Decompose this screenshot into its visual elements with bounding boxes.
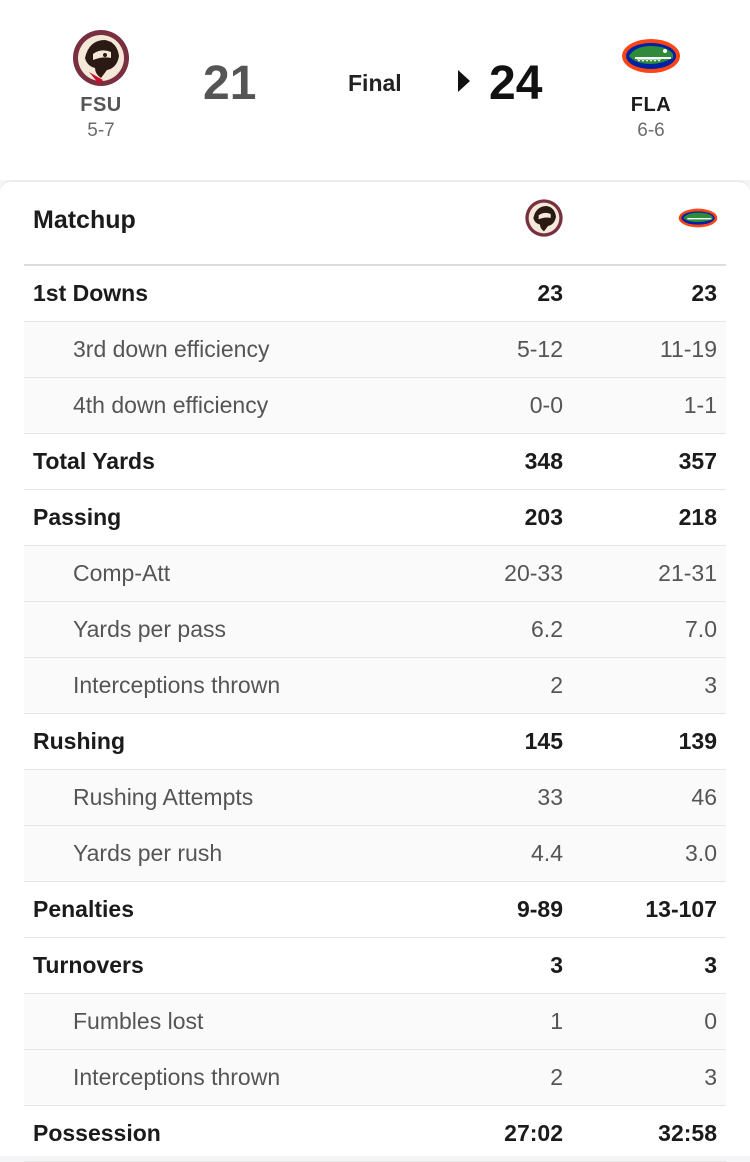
away-stat-value: 4.4 xyxy=(531,840,563,866)
stat-label: Passing xyxy=(33,504,122,530)
stat-label: Total Yards xyxy=(33,448,155,474)
stat-row: Passing 203 218 xyxy=(24,490,726,546)
home-stat-value: 357 xyxy=(678,448,717,474)
away-stat-value: 5-12 xyxy=(516,336,563,362)
stat-row: Yards per pass 6.2 7.0 xyxy=(24,602,726,658)
home-stat-value: 139 xyxy=(678,728,717,754)
away-team[interactable]: FSU 5-7 xyxy=(46,28,156,142)
matchup-header: Matchup xyxy=(0,182,750,266)
fsu-seminole-logo-icon xyxy=(73,30,129,86)
stat-row: Penalties 9-89 13-107 xyxy=(24,882,726,938)
stat-row: Possession 27:02 32:58 xyxy=(24,1106,726,1162)
stats-table: 1st Downs 23 23 3rd down efficiency 5-12 11-1… xyxy=(24,266,726,1162)
stat-label: Fumbles lost xyxy=(73,1008,204,1034)
stat-label: 4th down efficiency xyxy=(73,392,269,418)
stat-row: Turnovers 3 3 xyxy=(24,938,726,994)
away-score: 21 xyxy=(203,57,257,110)
stat-row: Rushing 145 139 xyxy=(24,714,726,770)
winner-arrow-icon xyxy=(458,70,470,92)
fsu-seminole-logo-icon xyxy=(525,199,563,237)
home-team-abbr: FLA xyxy=(630,94,672,116)
away-stat-value: 9-89 xyxy=(516,896,563,922)
home-stat-value: 46 xyxy=(691,784,717,810)
stat-row: Fumbles lost 1 0 xyxy=(24,994,726,1050)
stat-row: Interceptions thrown 2 3 xyxy=(24,658,726,714)
away-stat-value: 1 xyxy=(550,1008,563,1034)
stat-row: Yards per rush 4.4 3.0 xyxy=(24,826,726,882)
matchup-title: Matchup xyxy=(33,206,136,234)
stat-row: Total Yards 348 357 xyxy=(24,434,726,490)
home-stat-value: 11-19 xyxy=(659,336,717,362)
stat-label: Comp-Att xyxy=(73,560,171,586)
stat-label: 1st Downs xyxy=(33,280,149,306)
away-stat-value: 145 xyxy=(524,728,563,754)
home-team-record: 6-6 xyxy=(637,120,665,141)
away-stat-value: 27:02 xyxy=(504,1120,563,1146)
header-divider xyxy=(24,264,726,266)
stat-row: 3rd down efficiency 5-12 11-19 xyxy=(24,322,726,378)
stat-label: Penalties xyxy=(33,896,134,922)
stat-label: Yards per rush xyxy=(73,840,223,866)
stat-label: Yards per pass xyxy=(73,616,226,642)
home-stat-value: 21-31 xyxy=(658,560,717,586)
home-team[interactable]: FLA 6-6 xyxy=(596,28,706,142)
stat-label: Rushing xyxy=(33,728,125,754)
stat-row: Comp-Att 20-33 21-31 xyxy=(24,546,726,602)
away-stat-value: 0-0 xyxy=(529,392,563,418)
stat-row: Interceptions thrown 2 3 xyxy=(24,1050,726,1106)
florida-gator-logo-icon xyxy=(678,208,718,228)
home-stat-value: 3.0 xyxy=(685,840,717,866)
game-header: FSU 5-7 21 Final 24 FLA 6-6 xyxy=(0,0,750,180)
stat-label: Rushing Attempts xyxy=(73,784,254,810)
home-stat-value: 13-107 xyxy=(645,896,717,922)
stat-label: Possession xyxy=(33,1120,161,1146)
matchup-card: Matchup 1st Downs 23 23 3rd down efficiency… xyxy=(0,180,750,1162)
stat-label: Interceptions thrown xyxy=(73,672,281,698)
home-stat-value: 3 xyxy=(704,952,717,978)
away-team-record: 5-7 xyxy=(87,120,115,141)
away-stat-value: 348 xyxy=(524,448,563,474)
stat-label: Turnovers xyxy=(33,952,144,978)
away-stat-value: 20-33 xyxy=(504,560,563,586)
stat-label: 3rd down efficiency xyxy=(73,336,270,362)
home-stat-value: 3 xyxy=(704,1064,717,1090)
home-stat-value: 0 xyxy=(704,1008,717,1034)
florida-gator-logo-icon xyxy=(622,39,680,73)
home-stat-value: 7.0 xyxy=(685,616,717,642)
away-stat-value: 6.2 xyxy=(531,616,563,642)
home-score: 24 xyxy=(489,57,543,110)
home-stat-value: 32:58 xyxy=(658,1120,717,1146)
away-stat-value: 2 xyxy=(550,672,563,698)
game-status: Final xyxy=(348,70,402,96)
away-stat-value: 3 xyxy=(550,952,563,978)
away-stat-value: 33 xyxy=(537,784,563,810)
home-stat-value: 1-1 xyxy=(683,392,717,418)
stat-row: 1st Downs 23 23 xyxy=(24,266,726,322)
stat-row: Rushing Attempts 33 46 xyxy=(24,770,726,826)
away-stat-value: 23 xyxy=(537,280,563,306)
away-stat-value: 203 xyxy=(524,504,563,530)
away-team-abbr: FSU xyxy=(80,94,122,116)
home-stat-value: 23 xyxy=(691,280,717,306)
stat-row: 4th down efficiency 0-0 1-1 xyxy=(24,378,726,434)
away-stat-value: 2 xyxy=(550,1064,563,1090)
stat-label: Interceptions thrown xyxy=(73,1064,281,1090)
home-stat-value: 3 xyxy=(704,672,717,698)
home-stat-value: 218 xyxy=(678,504,717,530)
